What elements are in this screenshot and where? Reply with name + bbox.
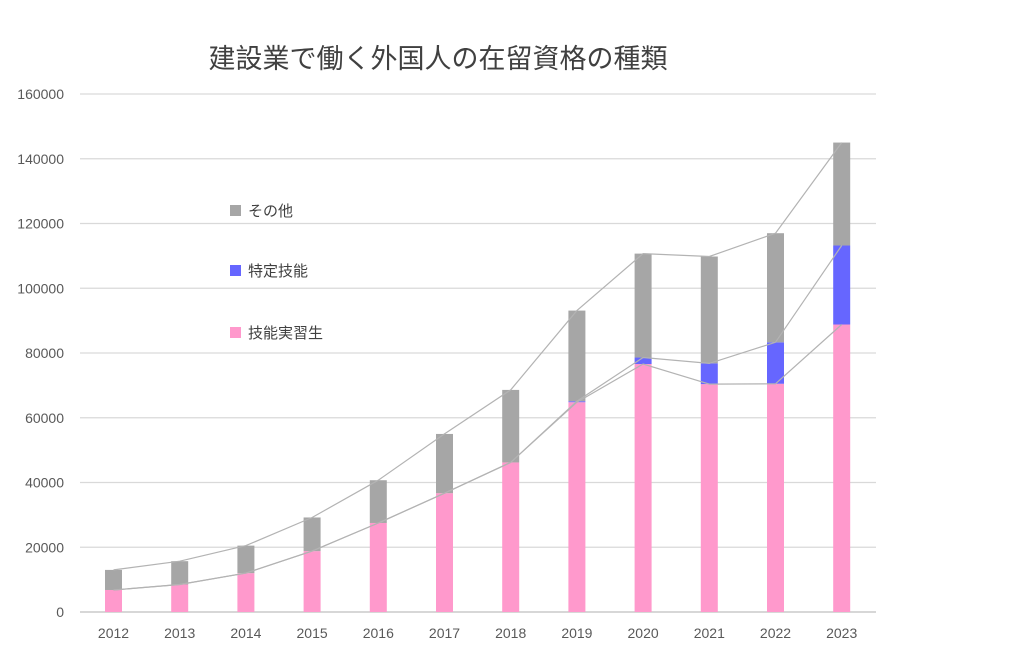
x-tick-label: 2013 xyxy=(164,625,195,641)
series-line xyxy=(113,142,843,571)
series-line xyxy=(113,324,843,591)
bar-segment xyxy=(767,233,784,343)
bar-segment xyxy=(105,569,122,590)
chart-title: 建設業で働く外国人の在留資格の種類 xyxy=(209,44,668,75)
legend-label: その他 xyxy=(248,202,293,220)
x-tick-label: 2019 xyxy=(561,625,592,641)
bar-segment xyxy=(700,384,718,612)
y-tick-label: 80000 xyxy=(25,345,64,361)
x-tick-label: 2023 xyxy=(826,625,857,641)
x-tick-label: 2014 xyxy=(230,625,261,641)
bars xyxy=(105,142,851,612)
bar-segment xyxy=(171,561,189,585)
bar-segment xyxy=(700,363,718,385)
bar-segment xyxy=(436,433,453,494)
y-tick-label: 160000 xyxy=(17,86,64,102)
bar-segment xyxy=(634,357,652,365)
bar-segment xyxy=(767,342,784,384)
legend-label: 技能実習生 xyxy=(248,324,323,342)
bar-segment xyxy=(105,589,122,612)
bar-segment xyxy=(634,253,652,358)
bar-segment xyxy=(833,324,851,612)
y-tick-label: 120000 xyxy=(17,216,64,232)
bar-segment xyxy=(634,364,652,612)
bar-segment xyxy=(303,551,321,612)
legend-swatch xyxy=(230,205,241,216)
bar-segment xyxy=(833,142,851,246)
gridlines xyxy=(80,93,876,613)
y-tick-label: 100000 xyxy=(17,280,64,296)
x-tick-label: 2012 xyxy=(98,625,129,641)
x-tick-label: 2015 xyxy=(297,625,328,641)
y-tick-label: 0 xyxy=(56,604,64,620)
bar-segment xyxy=(171,584,189,612)
bar-segment xyxy=(436,493,453,612)
y-tick-label: 60000 xyxy=(25,410,64,426)
x-tick-label: 2022 xyxy=(760,625,791,641)
x-tick-label: 2018 xyxy=(495,625,526,641)
bar-segment xyxy=(237,545,255,574)
bar-segment xyxy=(833,245,851,325)
x-tick-label: 2020 xyxy=(628,625,659,641)
bar-segment xyxy=(369,522,387,612)
bar-segment xyxy=(303,517,321,552)
legend-swatch xyxy=(230,327,241,338)
y-tick-label: 140000 xyxy=(17,151,64,167)
bar-segment xyxy=(568,402,586,612)
bar-segment xyxy=(568,310,586,402)
x-axis-ticks: 2012 2013 2014 2015 2016 2017 2018 2019 2020 2021… xyxy=(98,625,858,641)
legend-swatch xyxy=(230,265,241,276)
y-tick-label: 40000 xyxy=(25,475,64,491)
y-axis-ticks: 0 20000 40000 60000 80000 100000 120000 140000 1… xyxy=(17,86,64,620)
x-tick-label: 2021 xyxy=(694,625,725,641)
bar-segment xyxy=(502,462,520,612)
legend-label: 特定技能 xyxy=(248,262,308,280)
series-connector-lines xyxy=(113,142,843,591)
bar-segment xyxy=(237,573,255,612)
bar-segment xyxy=(502,389,520,463)
x-tick-label: 2017 xyxy=(429,625,460,641)
y-tick-label: 20000 xyxy=(25,539,64,555)
x-tick-label: 2016 xyxy=(363,625,394,641)
bar-segment xyxy=(700,256,718,364)
bar-segment xyxy=(767,383,784,612)
bar-segment xyxy=(369,480,387,523)
series-line xyxy=(113,245,843,591)
